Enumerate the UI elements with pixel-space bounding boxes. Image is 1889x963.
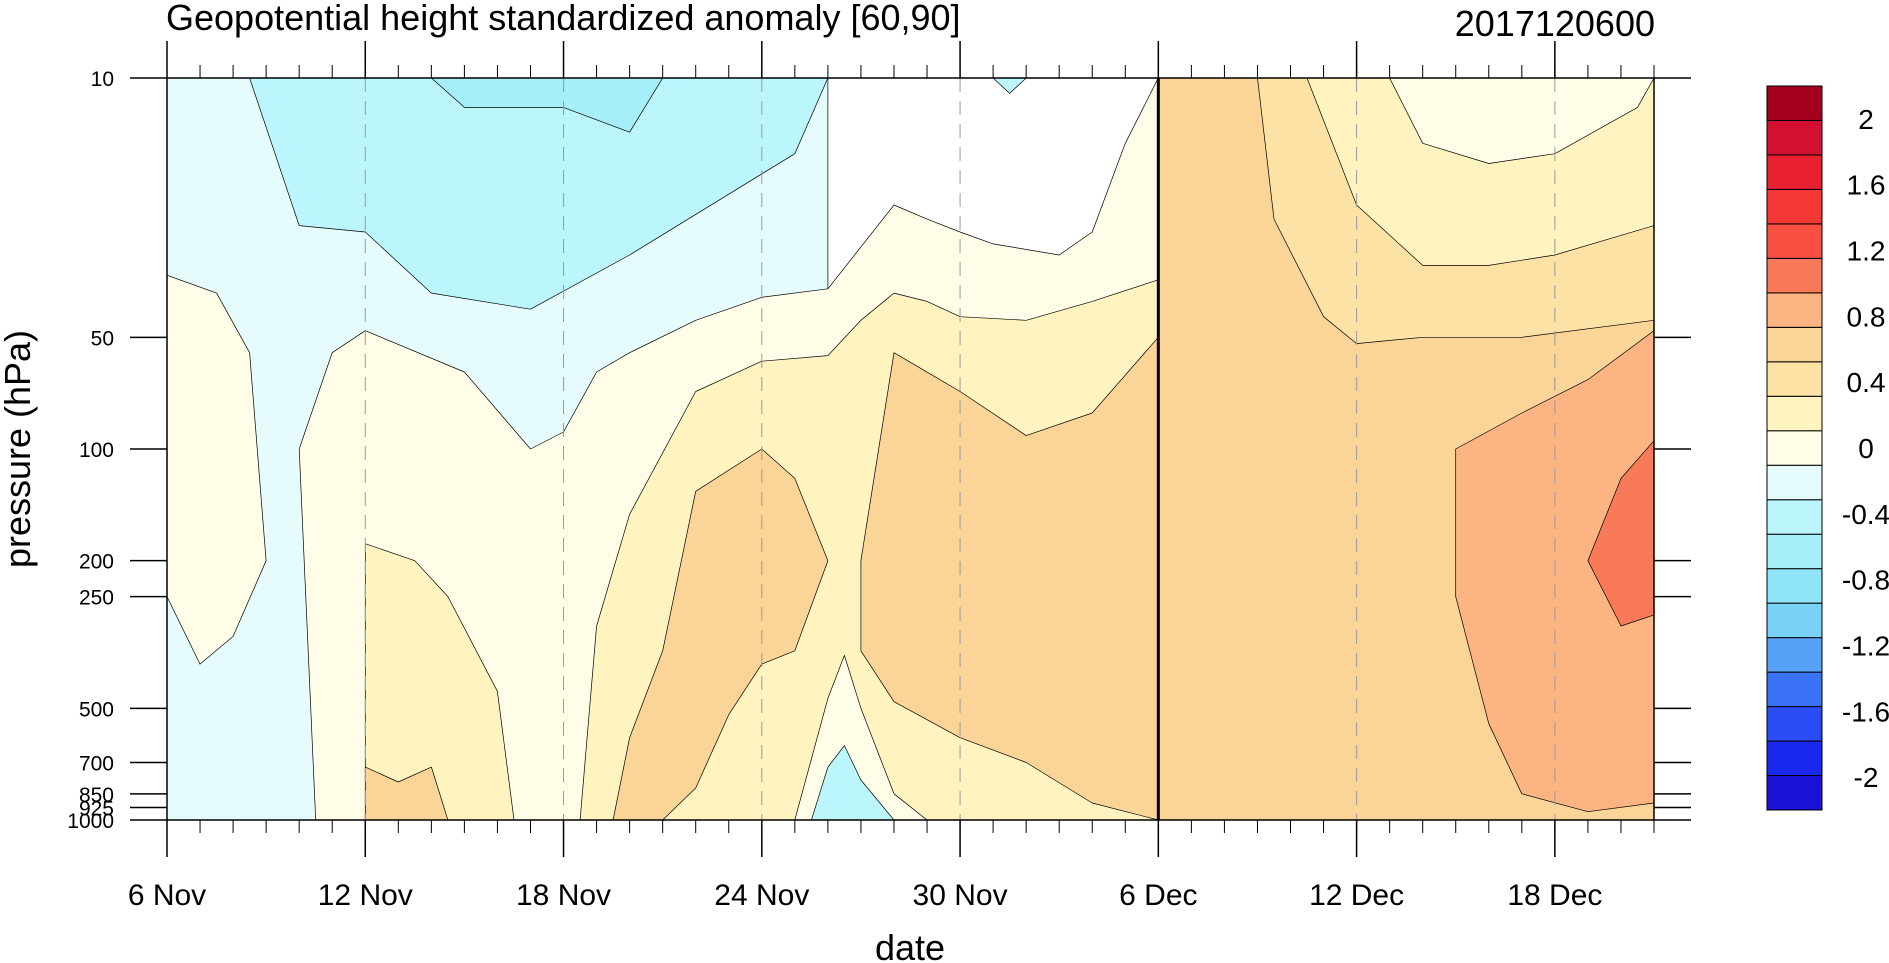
- y-tick-label-5: 500: [79, 698, 114, 721]
- contour-region-9: [860, 336, 1159, 820]
- colorbar-swatch-3: [1766, 671, 1823, 708]
- contour-region-3: [992, 78, 1027, 94]
- colorbar-label-1: 1.6: [1847, 170, 1886, 201]
- colorbar: 2 1.6 1.2 0.8 0.4 0 -0.4 -0.8 -1.2 -1.6 -2: [1766, 85, 1889, 811]
- y-tick-label-6: 700: [79, 753, 114, 776]
- x-axis-label: date: [875, 927, 945, 963]
- contour-fills: [167, 78, 1654, 820]
- y-axis-label: pressure (hPa): [0, 330, 38, 568]
- contour-region-19: [1587, 440, 1654, 627]
- x-tick-label-4: 30 Nov: [913, 879, 1008, 912]
- chart-title: Geopotential height standardized anomaly…: [166, 0, 961, 38]
- colorbar-swatch-8: [1766, 499, 1823, 535]
- colorbar-swatch-19: [1766, 119, 1823, 156]
- x-axis: 6 Nov 12 Nov 18 Nov 24 Nov 30 Nov 6 Dec 12 Dec…: [128, 41, 1655, 912]
- colorbar-swatch-15: [1766, 257, 1823, 294]
- y-tick-label-0: 10: [91, 68, 114, 91]
- x-tick-label-1: 12 Nov: [318, 879, 413, 912]
- colorbar-label-9: -1.6: [1842, 696, 1889, 727]
- contour-region-4: [167, 274, 267, 665]
- colorbar-swatch-10: [1766, 430, 1823, 466]
- x-tick-label-6: 12 Dec: [1309, 879, 1404, 912]
- x-tick-label-3: 24 Nov: [714, 879, 809, 912]
- colorbar-label-4: 0.4: [1847, 367, 1886, 398]
- contour-region-2: [431, 78, 664, 133]
- x-tick-label-5: 6 Dec: [1119, 879, 1197, 912]
- colorbar-swatch-18: [1766, 154, 1823, 190]
- colorbar-swatch-0: [1766, 775, 1823, 811]
- colorbar-swatch-2: [1766, 706, 1823, 742]
- colorbar-label-6: -0.4: [1842, 499, 1889, 530]
- colorbar-swatch-13: [1766, 326, 1823, 363]
- y-tick-label-7: 850: [79, 784, 114, 807]
- y-tick-label-2: 100: [79, 439, 114, 462]
- colorbar-label-10: -2: [1854, 762, 1879, 793]
- colorbar-label-2: 1.2: [1847, 236, 1886, 267]
- y-tick-label-4: 250: [79, 587, 114, 610]
- colorbar-swatch-12: [1766, 361, 1823, 397]
- colorbar-swatch-6: [1766, 568, 1823, 604]
- colorbar-label-3: 0.8: [1847, 301, 1886, 332]
- colorbar-swatch-17: [1766, 188, 1823, 225]
- colorbar-swatch-14: [1766, 292, 1823, 328]
- colorbar-label-0: 2: [1858, 104, 1874, 135]
- x-tick-label-7: 18 Dec: [1507, 879, 1602, 912]
- colorbar-label-8: -1.2: [1842, 630, 1889, 661]
- chart-subtitle: 2017120600: [1455, 3, 1655, 44]
- contour-region-1: [249, 78, 829, 310]
- colorbar-label-5: 0: [1858, 433, 1874, 464]
- colorbar-swatch-9: [1766, 464, 1823, 501]
- x-tick-label-0: 6 Nov: [128, 879, 206, 912]
- contour-region-8: [612, 448, 829, 820]
- colorbar-swatch-4: [1766, 637, 1823, 673]
- y-tick-label-9: 1000: [67, 810, 114, 833]
- y-tick-label-3: 200: [79, 551, 114, 574]
- colorbar-label-7: -0.8: [1842, 565, 1889, 596]
- colorbar-swatch-7: [1766, 533, 1823, 570]
- colorbar-swatch-1: [1766, 740, 1823, 777]
- colorbar-swatch-16: [1766, 223, 1823, 259]
- y-tick-label-1: 50: [91, 327, 114, 350]
- x-tick-label-2: 18 Nov: [516, 879, 611, 912]
- contour-region-12: [811, 745, 895, 820]
- date-gridlines: [364, 78, 1556, 820]
- colorbar-swatch-11: [1766, 395, 1823, 432]
- y-tick-label-8: 925: [79, 797, 114, 820]
- colorbar-swatch-5: [1766, 602, 1823, 639]
- colorbar-swatch-20: [1766, 85, 1823, 121]
